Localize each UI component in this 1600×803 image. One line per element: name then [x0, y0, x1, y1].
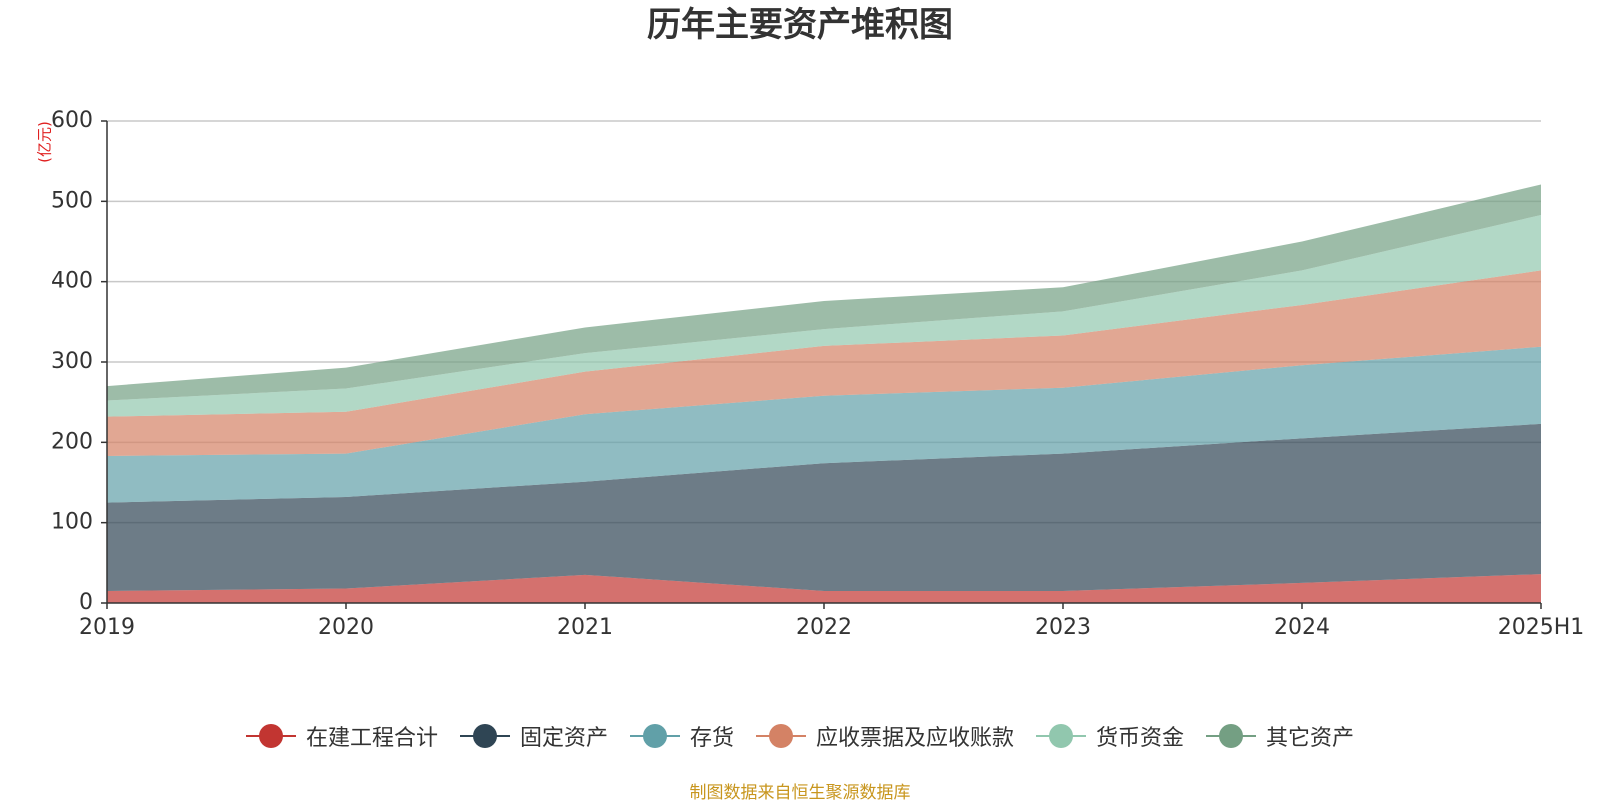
x-tick-label: 2020	[318, 615, 374, 640]
y-tick-label: 200	[51, 429, 93, 454]
y-axis-unit-label: (亿元)	[36, 121, 54, 163]
legend-item[interactable]: 货币资金	[1036, 720, 1184, 752]
x-tick-label: 2023	[1035, 615, 1091, 640]
legend-label: 固定资产	[519, 726, 608, 751]
chart-title: 历年主要资产堆积图	[647, 5, 953, 45]
legend-item[interactable]: 应收票据及应收账款	[756, 720, 1014, 752]
legend-item[interactable]: 存货	[629, 720, 734, 752]
legend: 在建工程合计 固定资产 存货 应收票据及应收账款 货币资金 其它资产	[0, 714, 1600, 758]
area-series-1	[107, 574, 1541, 603]
y-tick-label: 0	[79, 590, 93, 615]
x-tick-label: 2022	[796, 615, 852, 640]
legend-item[interactable]: 在建工程合计	[245, 720, 438, 752]
legend-label: 在建工程合计	[305, 726, 438, 751]
legend-item[interactable]: 其它资产	[1206, 720, 1354, 752]
legend-marker-icon	[245, 724, 296, 748]
x-tick-label: 2025H1	[1498, 615, 1585, 640]
legend-label: 其它资产	[1266, 726, 1355, 751]
x-tick-label: 2024	[1274, 615, 1330, 640]
legend-marker-icon	[459, 724, 510, 748]
legend-marker-icon	[629, 724, 680, 748]
legend-marker-icon	[1036, 724, 1087, 748]
y-tick-label: 400	[51, 269, 93, 294]
y-tick-label: 500	[51, 188, 93, 213]
legend-marker-icon	[1206, 724, 1257, 748]
legend-marker-icon	[756, 724, 806, 748]
area-series-5	[107, 214, 1541, 417]
x-tick-label: 2019	[79, 615, 135, 640]
legend-label: 应收票据及应收账款	[816, 726, 1015, 751]
legend-label: 货币资金	[1096, 726, 1185, 751]
area-series-6	[107, 184, 1541, 401]
area-series	[107, 184, 1541, 603]
area-series-3	[107, 346, 1541, 503]
legend-label: 存货	[689, 726, 734, 751]
x-tick-label: 2021	[557, 615, 613, 640]
y-tick-label: 100	[51, 510, 93, 535]
y-tick-label: 300	[51, 349, 93, 374]
legend-item[interactable]: 固定资产	[459, 720, 608, 752]
area-series-2	[107, 423, 1541, 591]
area-series-4	[107, 270, 1541, 456]
y-tick-label: 600	[51, 108, 93, 133]
source-note: 制图数据来自恒生聚源数据库	[689, 783, 911, 803]
axes: 0 100 200 300 400 500 600 2019 2020 2021 2022 2023 2…	[51, 108, 1584, 640]
